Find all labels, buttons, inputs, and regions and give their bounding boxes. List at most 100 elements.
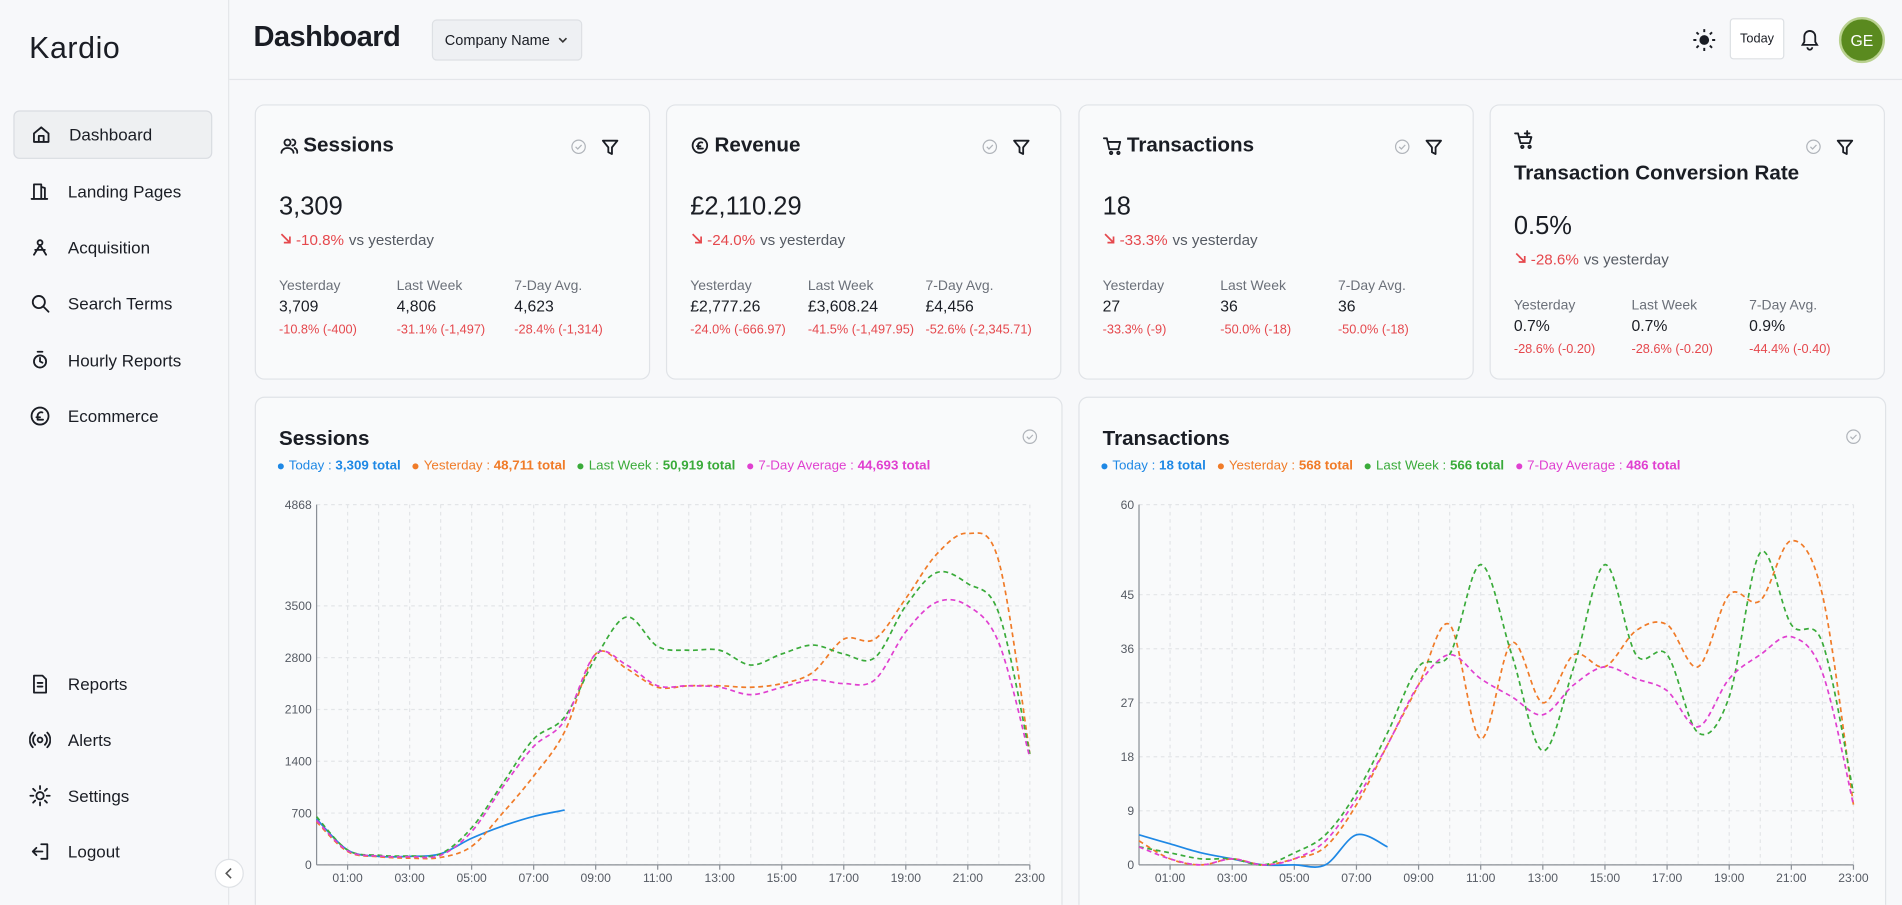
stat: Last Week 36 -50.0% (-18): [1220, 279, 1291, 337]
x-tick-label: 23:00: [1838, 871, 1869, 885]
card-change: -10.8% vs yesterday: [279, 232, 434, 249]
x-tick-label: 21:00: [1776, 871, 1807, 885]
change-pct: -24.0%: [707, 231, 756, 249]
card-title: Revenue: [714, 133, 801, 157]
x-tick-label: 03:00: [1217, 871, 1248, 885]
stat-label: Last Week: [1631, 298, 1698, 313]
kpi-card: Sessions 3,309 -10.8% vs yesterday Yesterday…: [254, 104, 651, 380]
legend-item: Last Week 50,919 total: [577, 459, 735, 474]
nav-label: Landing Pages: [67, 181, 182, 202]
legend-dot: [1101, 462, 1108, 469]
filter-icon[interactable]: [1012, 137, 1034, 159]
stat-value: 3,709: [278, 297, 319, 316]
stat: 7-Day Avg. 4,623 -28.4% (-1,314): [514, 279, 602, 337]
check-icon[interactable]: [1022, 429, 1038, 444]
y-tick-label: 1400: [285, 755, 312, 769]
legend-name: Last Week: [1376, 458, 1439, 474]
collapse-button[interactable]: [214, 858, 244, 888]
stat: Yesterday 27 -33.3% (-9): [1103, 279, 1167, 337]
sidebar: Kardio Dashboard Landing Pages Acquisition…: [0, 0, 244, 905]
check-tick: [1026, 434, 1034, 440]
nav-item[interactable]: Landing Pages: [13, 167, 212, 216]
filter-icon[interactable]: [1835, 137, 1857, 159]
nav-item[interactable]: Logout: [13, 827, 212, 876]
legend-dot: [412, 462, 419, 469]
nav-item[interactable]: Reports: [13, 660, 212, 709]
notifications[interactable]: [1796, 25, 1823, 52]
legend: Today 18 total Yesterday 568 total Last Week…: [1101, 458, 1877, 474]
legend: Today 3,309 total Yesterday 48,711 total Las…: [277, 458, 1054, 474]
card-change: -24.0% vs yesterday: [690, 232, 845, 249]
x-tick-label: 13:00: [705, 871, 736, 885]
nav-icon: [31, 843, 49, 860]
theme-toggle[interactable]: [1691, 27, 1718, 54]
nav-item[interactable]: Hourly Reports: [13, 336, 212, 385]
stat-label: Yesterday: [1513, 298, 1576, 313]
nav-item[interactable]: Alerts: [13, 716, 212, 765]
stat-value: £2,777.26: [690, 297, 761, 316]
check-icon[interactable]: [570, 138, 587, 155]
y-tick-label: 45: [1121, 588, 1135, 602]
y-tick-label: 0: [305, 858, 312, 872]
card-value: £2,110.29: [690, 192, 802, 221]
nav-label: Logout: [67, 841, 120, 862]
filter-icon[interactable]: [1424, 137, 1446, 159]
logo: Kardio: [29, 31, 121, 66]
down-arrow: [280, 233, 291, 244]
nav-item[interactable]: Settings: [13, 771, 212, 820]
change-vs: vs yesterday: [760, 231, 846, 249]
today-button[interactable]: Today: [1729, 18, 1785, 60]
legend-dot: [747, 462, 754, 469]
nav-item[interactable]: Ecommerce: [13, 392, 212, 441]
legend-box: Today 3,309 total Yesterday 48,711 total Las…: [277, 458, 1054, 474]
legend-name: 7-Day Average: [758, 458, 847, 474]
y-tick-label: 9: [1127, 804, 1134, 818]
stat: Last Week £3,608.24 -41.5% (-1,497.95): [808, 279, 914, 337]
stat-change: -33.3% (-9): [1102, 322, 1167, 338]
nav-icon: [33, 239, 48, 256]
stat-value: £3,608.24: [807, 297, 879, 316]
y-tick-label: 3500: [285, 599, 312, 613]
stat-change: -24.0% (-666.97): [690, 322, 786, 338]
legend-item: Yesterday 568 total: [1217, 459, 1353, 473]
x-tick-label: 01:00: [332, 871, 363, 885]
card-title: Transactions: [1126, 133, 1255, 157]
check-icon[interactable]: [1394, 138, 1411, 155]
x-tick-label: 19:00: [891, 871, 922, 885]
series-line: [315, 570, 1031, 858]
stat-change: -28.4% (-1,314): [514, 322, 603, 338]
check-icon[interactable]: [1846, 429, 1861, 444]
filter-icon[interactable]: [600, 137, 622, 159]
stat-label: 7-Day Avg.: [925, 278, 994, 294]
legend-sep: [1439, 459, 1450, 474]
kpi-card: Transaction Conversion Rate 0.5% -28.6% vs …: [1489, 104, 1886, 380]
nav-icon: [30, 183, 49, 200]
kpi-card: Transactions 18 -33.3% vs yesterday Yesterda…: [1078, 104, 1474, 380]
stat-label: 7-Day Avg.: [1749, 298, 1818, 313]
legend-item: 7-Day Average 486 total: [1516, 459, 1680, 473]
stat-change: -10.8% (-400): [278, 322, 357, 338]
y-tick-label: 27: [1121, 696, 1135, 710]
legend-sep: [652, 459, 663, 474]
company-select[interactable]: Company Name: [431, 19, 583, 61]
stat: Last Week 0.7% -28.6% (-0.20): [1631, 298, 1712, 356]
card-icon: [1102, 137, 1122, 156]
card-value: 18: [1102, 192, 1131, 221]
check-icon[interactable]: [1805, 138, 1822, 155]
y-tick-label: 4868: [285, 498, 312, 512]
card-value: 3,309: [278, 192, 343, 221]
legend-item: Last Week 566 total: [1365, 458, 1504, 474]
card-value: 0.5%: [1513, 212, 1572, 241]
nav-label: Hourly Reports: [67, 350, 182, 370]
stat: Yesterday 3,709 -10.8% (-400): [279, 279, 357, 337]
nav-item[interactable]: Search Terms: [13, 279, 212, 328]
x-tick-label: 03:00: [394, 871, 425, 885]
legend-sep: [1148, 459, 1159, 474]
stat-change: -44.4% (-0.40): [1749, 342, 1831, 357]
stat-value: 36: [1220, 297, 1238, 316]
legend-total: 44,693 total: [857, 458, 931, 474]
check-icon[interactable]: [981, 138, 998, 155]
avatar[interactable]: GE: [1838, 16, 1886, 64]
nav-item[interactable]: Dashboard: [13, 110, 213, 159]
nav-item[interactable]: Acquisition: [13, 223, 212, 272]
